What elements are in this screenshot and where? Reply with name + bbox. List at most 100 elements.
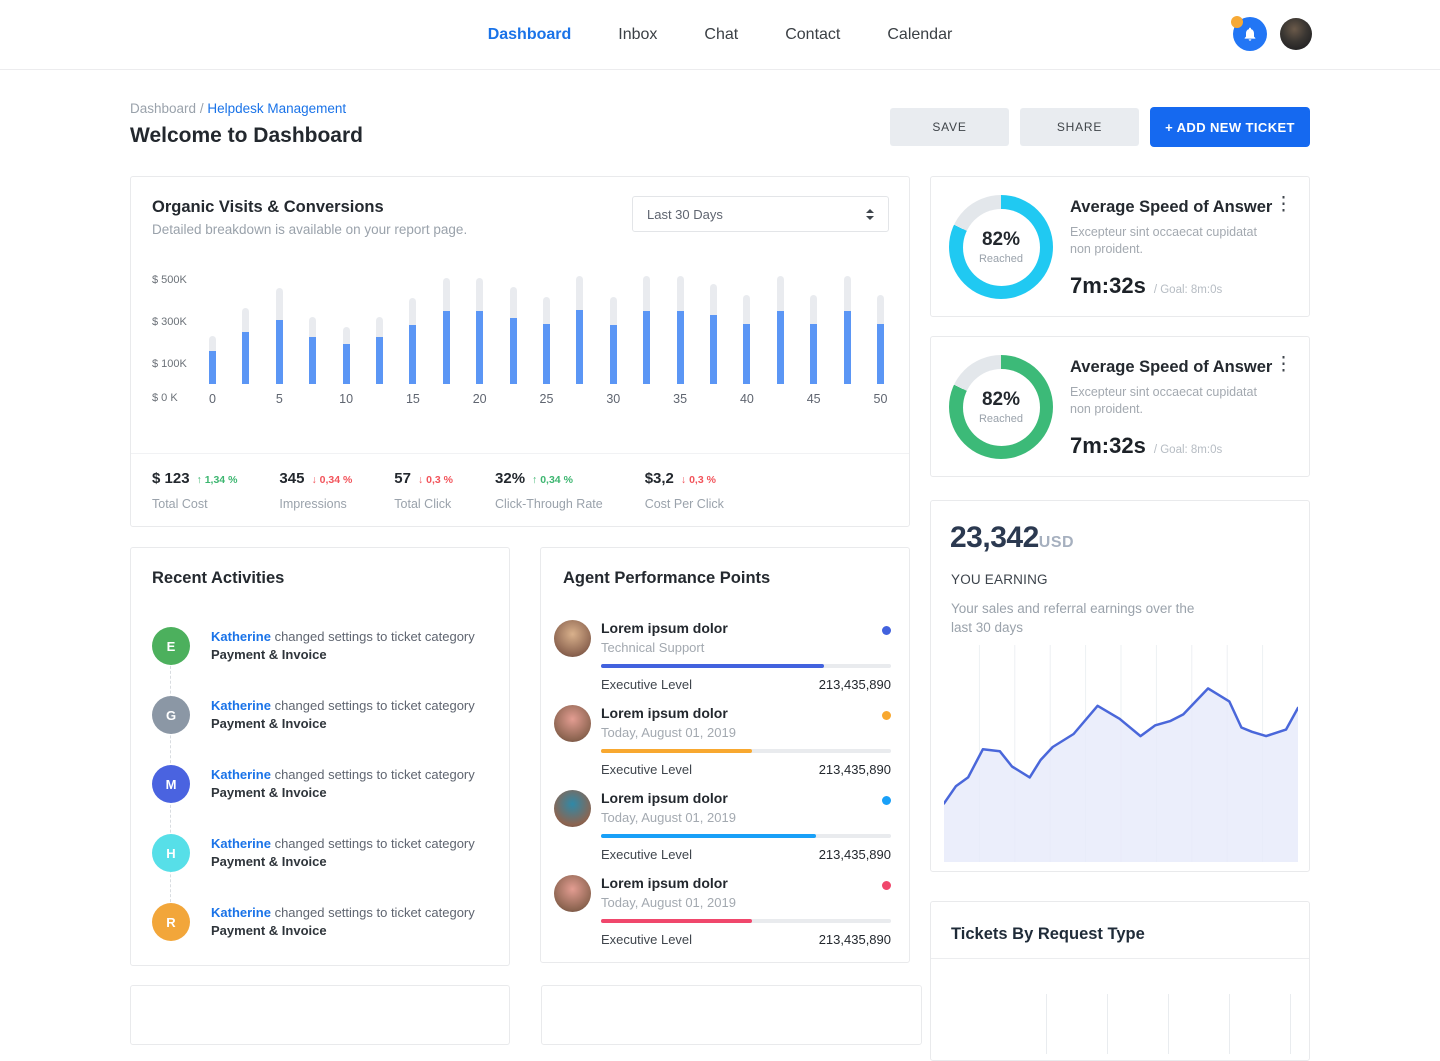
nav-item-inbox[interactable]: Inbox xyxy=(618,26,658,43)
save-button[interactable]: SAVE xyxy=(890,108,1009,146)
kpi-value: $3,2 xyxy=(644,470,674,487)
kpi-label: Total Cost xyxy=(152,497,208,511)
activity-item: H Katherine changed settings to ticket ca… xyxy=(152,834,492,872)
share-button[interactable]: SHARE xyxy=(1020,108,1139,146)
bar-value xyxy=(376,337,383,384)
kpi-stat: 57 ↓ 0,3 % Total Click xyxy=(394,470,453,511)
bar-total xyxy=(776,276,784,384)
agent-progress-track xyxy=(601,834,891,838)
earnings-card: 23,342USD YOU EARNING Your sales and ref… xyxy=(930,500,1310,872)
agent-avatar xyxy=(554,790,591,827)
agent-progress-track xyxy=(601,919,891,923)
agent-progress-fill xyxy=(601,664,825,668)
x-axis-tick: 35 xyxy=(673,392,688,406)
activity-user-link[interactable]: Katherine xyxy=(211,767,271,782)
activity-item: E Katherine changed settings to ticket ca… xyxy=(152,627,492,665)
date-range-value: Last 30 Days xyxy=(647,206,723,222)
status-dot xyxy=(882,711,891,720)
nav-item-dashboard[interactable]: Dashboard xyxy=(487,26,572,43)
agent-labels-row: Executive Level 213,435,890 xyxy=(601,677,891,692)
bar-total xyxy=(710,284,717,384)
activity-target: Payment & Invoice xyxy=(211,923,327,938)
bar-value xyxy=(643,311,651,384)
nav-item-chat[interactable]: Chat xyxy=(704,26,739,43)
add-new-ticket-button[interactable]: + ADD NEW TICKET xyxy=(1150,107,1310,147)
gridline-stub xyxy=(1229,994,1230,1054)
avg-speed-card-1: 82% Reached Average Speed of Answer ⋮ Ex… xyxy=(930,176,1310,317)
breadcrumb: Dashboard / Helpdesk Management xyxy=(130,101,346,116)
activity-avatar: G xyxy=(152,696,190,734)
bottom-middle-card xyxy=(541,985,922,1045)
agent-row: Lorem ipsum dolor Technical Support Execut… xyxy=(554,619,891,697)
agent-name: Lorem ipsum dolor xyxy=(601,875,728,891)
bar-total xyxy=(442,278,450,384)
kpi-value-row: $3,2 ↓ 0,3 % xyxy=(645,470,724,488)
agent-avatar xyxy=(554,705,591,742)
notifications-button[interactable] xyxy=(1231,16,1267,51)
x-axis-tick: 5 xyxy=(275,392,283,406)
bar-value xyxy=(877,324,884,384)
activity-target: Payment & Invoice xyxy=(211,854,327,869)
agent-subtitle: Technical Support xyxy=(601,640,705,655)
agent-labels-row: Executive Level 213,435,890 xyxy=(601,762,891,777)
date-range-select[interactable]: Last 30 Days xyxy=(632,196,889,232)
status-dot xyxy=(882,626,891,635)
card-divider xyxy=(931,958,1309,959)
gauge-percent: 82% xyxy=(981,229,1021,250)
bar-value xyxy=(476,311,484,384)
earnings-amount: 23,342USD xyxy=(950,521,1075,554)
answer-time: 7m:32s xyxy=(1070,273,1146,298)
user-avatar[interactable] xyxy=(1280,18,1312,50)
nav-item-calendar[interactable]: Calendar xyxy=(887,26,953,43)
activity-user-link[interactable]: Katherine xyxy=(211,836,271,851)
kpi-value-row: 345 ↓ 0,34 % xyxy=(279,470,352,488)
activity-user-link[interactable]: Katherine xyxy=(211,629,271,644)
breadcrumb-current[interactable]: Helpdesk Management xyxy=(207,101,347,116)
avg-speed-card-2: 82% Reached Average Speed of Answer ⋮ Ex… xyxy=(930,336,1310,477)
activity-item: G Katherine changed settings to ticket ca… xyxy=(152,696,492,734)
kpi-label: Click-Through Rate xyxy=(495,497,603,511)
y-axis-tick: $ 500K xyxy=(152,274,187,286)
bar-total xyxy=(877,295,884,384)
bar-total xyxy=(509,287,517,384)
bar-value xyxy=(242,332,250,384)
bar-value xyxy=(776,311,784,384)
agent-subtitle: Today, August 01, 2019 xyxy=(601,810,736,825)
bar-value xyxy=(442,311,450,384)
bell-icon xyxy=(1244,27,1256,41)
gridline-stub xyxy=(1107,994,1108,1054)
activity-user-link[interactable]: Katherine xyxy=(211,905,271,920)
bar-total xyxy=(209,336,216,384)
agent-progress-fill xyxy=(601,919,752,923)
activity-item: M Katherine changed settings to ticket ca… xyxy=(152,765,492,803)
nav-item-contact[interactable]: Contact xyxy=(785,26,841,43)
top-navigation: Dashboard Inbox Chat Contact Calendar xyxy=(0,0,1440,70)
agent-level: Executive Level xyxy=(601,847,693,862)
agent-progress-fill xyxy=(601,834,816,838)
earnings-currency: USD xyxy=(1038,534,1075,551)
answer-time: 7m:32s xyxy=(1070,433,1146,458)
gridline-stub xyxy=(1290,994,1291,1054)
x-axis-tick: 10 xyxy=(339,392,354,406)
kebab-menu-icon[interactable]: ⋮ xyxy=(1274,354,1293,375)
y-axis-zero-label: $ 0 K xyxy=(152,392,178,404)
agent-avatar xyxy=(554,620,591,657)
breadcrumb-dashboard[interactable]: Dashboard xyxy=(130,101,197,116)
agent-performance-title: Agent Performance Points xyxy=(563,569,771,587)
bar-value xyxy=(810,324,818,384)
agent-labels-row: Executive Level 213,435,890 xyxy=(601,932,891,947)
agent-avatar xyxy=(554,875,591,912)
kebab-menu-icon[interactable]: ⋮ xyxy=(1274,194,1293,215)
activity-target: Payment & Invoice xyxy=(211,785,327,800)
agent-labels-row: Executive Level 213,435,890 xyxy=(601,847,891,862)
activity-user-link[interactable]: Katherine xyxy=(211,698,271,713)
bar-total xyxy=(810,295,818,384)
bar-value xyxy=(576,310,584,384)
kpi-label: Total Click xyxy=(394,497,452,511)
bar-value xyxy=(509,318,517,384)
x-axis-tick: 25 xyxy=(539,392,554,406)
agent-points: 213,435,890 xyxy=(818,762,891,777)
nav-right-cluster xyxy=(1231,16,1312,51)
organic-visits-card: Organic Visits & Conversions Detailed br… xyxy=(130,176,910,527)
activity-target: Payment & Invoice xyxy=(211,716,327,731)
